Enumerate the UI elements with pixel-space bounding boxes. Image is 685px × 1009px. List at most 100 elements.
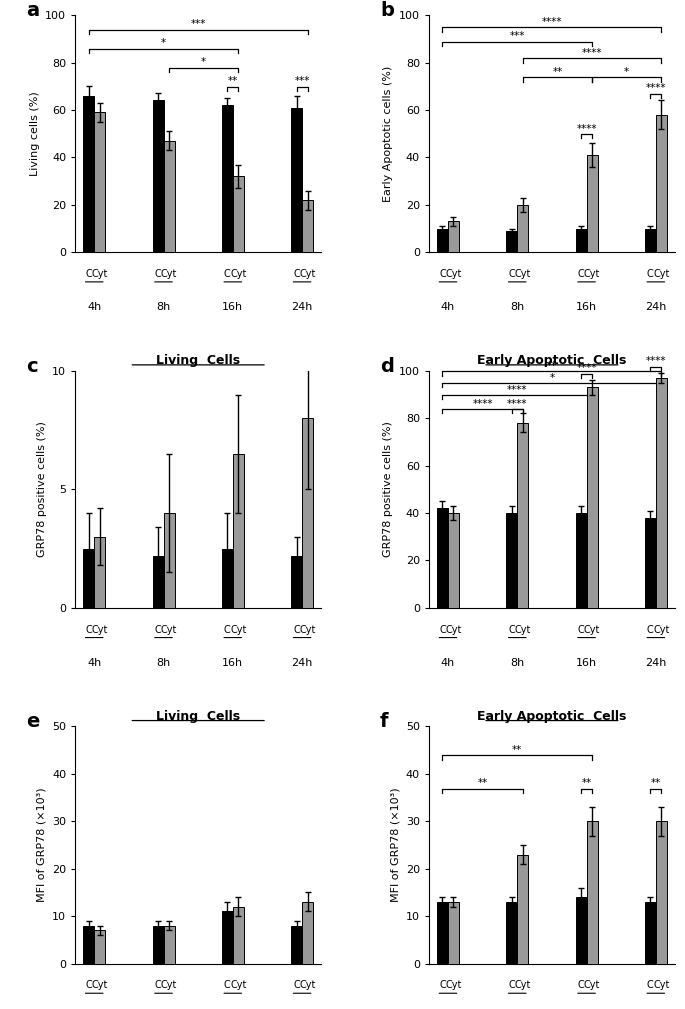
Text: ****: **** [645, 84, 666, 94]
Bar [95, 930, 105, 964]
Text: **: ** [552, 67, 562, 77]
Text: **: ** [651, 778, 661, 788]
Text: ****: **** [542, 17, 562, 27]
Text: Cyt: Cyt [161, 625, 177, 635]
Bar [233, 454, 244, 607]
Text: C: C [439, 625, 446, 635]
Text: Cyt: Cyt [653, 625, 669, 635]
Text: **: ** [512, 745, 523, 755]
Text: C: C [508, 625, 515, 635]
Text: b: b [380, 1, 394, 20]
Text: C: C [224, 980, 231, 990]
Bar [83, 549, 95, 607]
Text: Cyt: Cyt [514, 980, 531, 990]
Text: ****: **** [582, 47, 602, 58]
Bar [222, 911, 233, 964]
Text: Cyt: Cyt [299, 268, 316, 278]
Bar [95, 112, 105, 252]
Y-axis label: Living cells (%): Living cells (%) [29, 92, 40, 176]
Bar [448, 513, 459, 607]
Bar [575, 513, 586, 607]
Text: 4h: 4h [87, 302, 101, 312]
Bar [302, 418, 313, 607]
Y-axis label: GRP78 positive cells (%): GRP78 positive cells (%) [384, 422, 393, 557]
Text: 8h: 8h [510, 658, 525, 668]
Text: **: ** [477, 778, 488, 788]
Text: Cyt: Cyt [161, 980, 177, 990]
Bar [656, 821, 667, 964]
Bar [233, 907, 244, 964]
Text: 4h: 4h [441, 302, 455, 312]
Text: Cyt: Cyt [299, 625, 316, 635]
Text: ****: **** [507, 399, 527, 409]
Bar [517, 423, 528, 607]
Text: **: ** [547, 361, 557, 371]
Text: Cyt: Cyt [653, 268, 669, 278]
Bar [164, 513, 175, 607]
Bar [437, 509, 448, 607]
Text: C: C [508, 980, 515, 990]
Text: **: ** [227, 77, 238, 87]
Bar [448, 221, 459, 252]
Title: Early Apoptotic  Cells: Early Apoptotic Cells [477, 354, 627, 367]
Title: Living  Cells: Living Cells [156, 709, 240, 722]
Text: c: c [26, 356, 38, 375]
Text: C: C [155, 980, 162, 990]
Bar [291, 108, 302, 252]
Bar [83, 96, 95, 252]
Bar [83, 925, 95, 964]
Text: 4h: 4h [441, 658, 455, 668]
Text: ****: **** [576, 124, 597, 134]
Text: Cyt: Cyt [445, 268, 462, 278]
Bar [164, 141, 175, 252]
Text: Cyt: Cyt [161, 268, 177, 278]
Text: 24h: 24h [291, 658, 313, 668]
Text: C: C [439, 980, 446, 990]
Text: 16h: 16h [222, 302, 243, 312]
Text: *: * [624, 67, 630, 77]
Text: C: C [86, 980, 92, 990]
Bar [222, 549, 233, 607]
Text: C: C [224, 625, 231, 635]
Text: Cyt: Cyt [584, 268, 600, 278]
Text: C: C [647, 980, 653, 990]
Text: C: C [647, 268, 653, 278]
Bar [437, 229, 448, 252]
Bar [517, 855, 528, 964]
Text: 24h: 24h [645, 302, 667, 312]
Text: Cyt: Cyt [230, 980, 247, 990]
Text: ****: **** [507, 384, 527, 395]
Bar [302, 200, 313, 252]
Title: Early Apoptotic  Cells: Early Apoptotic Cells [477, 709, 627, 722]
Bar [302, 902, 313, 964]
Text: C: C [86, 268, 92, 278]
Y-axis label: Early Apoptotic cells (%): Early Apoptotic cells (%) [384, 66, 393, 202]
Bar [506, 902, 517, 964]
Text: 4h: 4h [87, 658, 101, 668]
Text: Cyt: Cyt [445, 625, 462, 635]
Bar [153, 925, 164, 964]
Bar [586, 387, 597, 607]
Text: C: C [439, 268, 446, 278]
Text: 8h: 8h [510, 302, 525, 312]
Text: C: C [293, 268, 300, 278]
Text: d: d [380, 356, 394, 375]
Title: Living  Cells: Living Cells [156, 354, 240, 367]
Text: a: a [26, 1, 39, 20]
Bar [164, 925, 175, 964]
Text: C: C [155, 625, 162, 635]
Text: ****: **** [645, 356, 666, 366]
Text: Cyt: Cyt [92, 980, 108, 990]
Bar [153, 101, 164, 252]
Text: Cyt: Cyt [584, 980, 600, 990]
Text: ***: *** [295, 77, 310, 87]
Bar [95, 537, 105, 607]
Text: Cyt: Cyt [230, 268, 247, 278]
Text: C: C [155, 268, 162, 278]
Bar [645, 902, 656, 964]
Text: ***: *** [510, 31, 525, 41]
Text: 24h: 24h [291, 302, 313, 312]
Text: C: C [293, 625, 300, 635]
Text: C: C [508, 268, 515, 278]
Text: C: C [224, 268, 231, 278]
